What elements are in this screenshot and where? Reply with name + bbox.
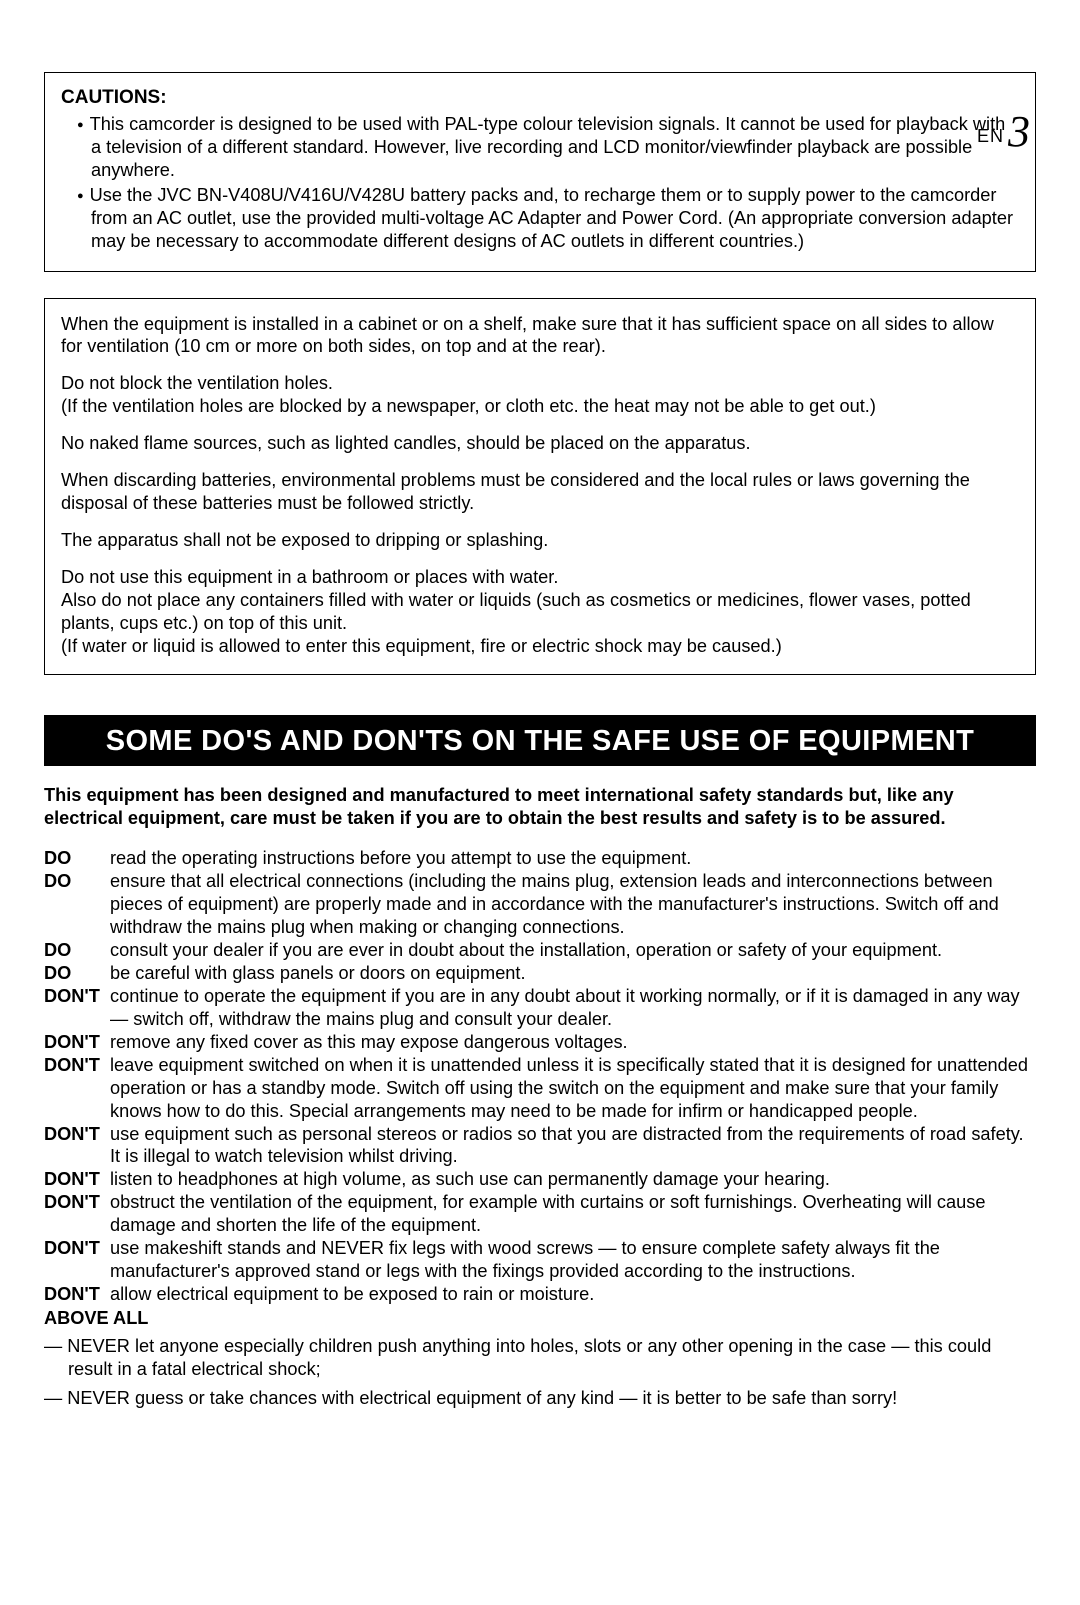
ventilation-para: When discarding batteries, environmental… (61, 469, 1019, 515)
dos-item: DON'Tremove any fixed cover as this may … (44, 1031, 1036, 1054)
dos-item: DObe careful with glass panels or doors … (44, 962, 1036, 985)
do-label: DO (44, 939, 110, 962)
cautions-item: Use the JVC BN-V408U/V416U/V428U battery… (63, 184, 1019, 253)
dos-item: DON'Tleave equipment switched on when it… (44, 1054, 1036, 1123)
do-text: use makeshift stands and NEVER fix legs … (110, 1237, 1036, 1283)
do-label: DON'T (44, 1054, 110, 1123)
do-label: DO (44, 847, 110, 870)
dos-item: DON'Tcontinue to operate the equipment i… (44, 985, 1036, 1031)
dos-item: DON'Tlisten to headphones at high volume… (44, 1168, 1036, 1191)
page-number-prefix: EN (977, 126, 1004, 146)
cautions-item: This camcorder is designed to be used wi… (63, 113, 1019, 182)
dos-donts-title: SOME DO'S AND DON'TS ON THE SAFE USE OF … (106, 725, 975, 757)
cautions-heading: CAUTIONS: (61, 87, 1019, 109)
dos-intro: This equipment has been designed and man… (44, 784, 1036, 830)
dos-item: DON'Tallow electrical equipment to be ex… (44, 1283, 1036, 1306)
ventilation-box: When the equipment is installed in a cab… (44, 298, 1036, 675)
do-text: use equipment such as personal stereos o… (110, 1123, 1036, 1169)
do-text: be careful with glass panels or doors on… (110, 962, 1036, 985)
dos-list: DOread the operating instructions before… (44, 847, 1036, 1305)
do-label: DO (44, 962, 110, 985)
dos-item: DOensure that all electrical connections… (44, 870, 1036, 939)
do-label: DON'T (44, 1123, 110, 1169)
ventilation-para: Do not use this equipment in a bathroom … (61, 566, 1019, 658)
do-text: remove any fixed cover as this may expos… (110, 1031, 1036, 1054)
do-label: DON'T (44, 1237, 110, 1283)
page-number: EN3 (977, 106, 1030, 157)
do-label: DON'T (44, 1283, 110, 1306)
ventilation-para: When the equipment is installed in a cab… (61, 313, 1019, 359)
page-number-digit: 3 (1008, 107, 1030, 156)
dos-item: DON'Tobstruct the ventilation of the equ… (44, 1191, 1036, 1237)
do-text: leave equipment switched on when it is u… (110, 1054, 1036, 1123)
do-label: DON'T (44, 1191, 110, 1237)
do-label: DON'T (44, 1031, 110, 1054)
dos-donts-bar: SOME DO'S AND DON'TS ON THE SAFE USE OF … (44, 715, 1036, 766)
do-text: allow electrical equipment to be exposed… (110, 1283, 1036, 1306)
do-text: read the operating instructions before y… (110, 847, 1036, 870)
dos-item: DON'Tuse makeshift stands and NEVER fix … (44, 1237, 1036, 1283)
ventilation-para: The apparatus shall not be exposed to dr… (61, 529, 1019, 552)
ventilation-para: Do not block the ventilation holes.(If t… (61, 372, 1019, 418)
do-text: ensure that all electrical connections (… (110, 870, 1036, 939)
above-all-item: — NEVER let anyone especially children p… (44, 1335, 1036, 1381)
cautions-list: This camcorder is designed to be used wi… (61, 113, 1019, 253)
do-label: DON'T (44, 985, 110, 1031)
ventilation-para: No naked flame sources, such as lighted … (61, 432, 1019, 455)
above-all-item: — NEVER guess or take chances with elect… (44, 1387, 1036, 1410)
dos-item: DOread the operating instructions before… (44, 847, 1036, 870)
above-all-heading: ABOVE ALL (44, 1308, 1036, 1329)
do-label: DON'T (44, 1168, 110, 1191)
dos-item: DON'Tuse equipment such as personal ster… (44, 1123, 1036, 1169)
cautions-box: CAUTIONS: This camcorder is designed to … (44, 72, 1036, 272)
do-text: continue to operate the equipment if you… (110, 985, 1036, 1031)
do-label: DO (44, 870, 110, 939)
do-text: obstruct the ventilation of the equipmen… (110, 1191, 1036, 1237)
above-all-list: — NEVER let anyone especially children p… (44, 1335, 1036, 1410)
dos-item: DOconsult your dealer if you are ever in… (44, 939, 1036, 962)
do-text: consult your dealer if you are ever in d… (110, 939, 1036, 962)
do-text: listen to headphones at high volume, as … (110, 1168, 1036, 1191)
